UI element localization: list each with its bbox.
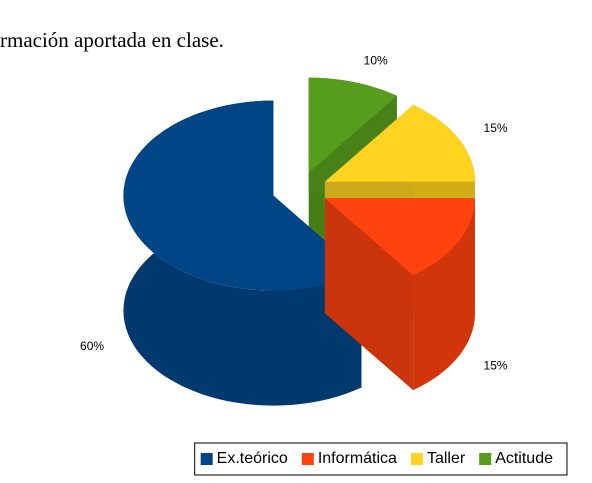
chart-title: rmación aportada en clase. [0,28,224,52]
slice-top [308,77,397,173]
slice-top [324,198,475,276]
pie-slice [123,100,362,406]
legend-swatch [301,453,314,465]
legend: Ex.teórico Informática Taller Actitude [194,442,568,476]
slice-top [324,104,475,182]
data-label: 15% [484,359,508,373]
legend-swatch [410,453,423,465]
pie-slice [324,198,475,391]
slice-top [123,100,362,291]
legend-box [194,442,568,476]
legend-text: Actitude [495,450,553,467]
legend-text: Ex.teórico [217,450,288,467]
data-label: 15% [484,121,508,135]
slice-outer-side [413,198,475,391]
legend-swatch [479,453,492,465]
legend-text: Taller [427,450,466,467]
legend-text: Informática [318,450,397,467]
data-label: 60% [80,339,104,353]
legend-swatch [200,453,213,465]
data-label: 10% [364,54,388,68]
